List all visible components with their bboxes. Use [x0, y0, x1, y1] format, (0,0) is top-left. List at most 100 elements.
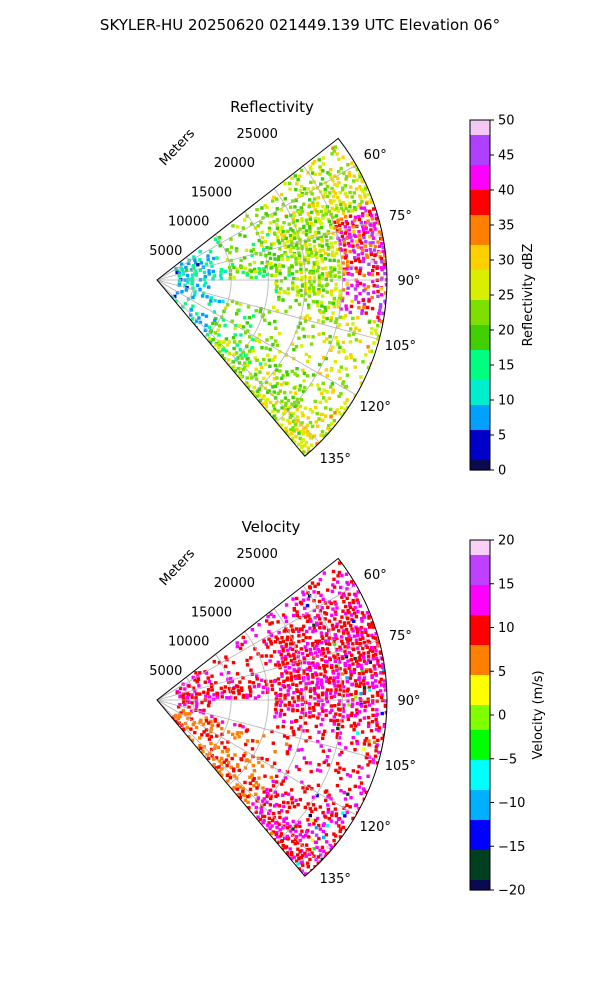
- radar-gate: [254, 338, 258, 343]
- radar-gate: [374, 679, 378, 683]
- radar-gate: [232, 691, 236, 695]
- radar-gate: [322, 835, 326, 840]
- radar-gate: [246, 305, 251, 309]
- radar-gate: [230, 263, 235, 267]
- colorbar-segment: [470, 725, 490, 731]
- radar-gate: [335, 622, 339, 626]
- radar-gate: [370, 623, 374, 627]
- radar-gate: [310, 210, 314, 215]
- radar-gate: [328, 844, 332, 848]
- radar-gate: [284, 309, 288, 314]
- radar-gate: [374, 745, 378, 749]
- radar-gate: [334, 814, 338, 818]
- radar-gate: [173, 294, 177, 299]
- radar-gate: [322, 667, 327, 671]
- radar-gate: [273, 232, 277, 236]
- colorbar-segment: [470, 320, 490, 326]
- radar-gate: [308, 626, 312, 630]
- radar-gate: [309, 235, 314, 239]
- radar-gate: [326, 763, 331, 767]
- radar-gate: [281, 202, 285, 207]
- radar-gate: [322, 195, 326, 199]
- radar-gate: [346, 792, 350, 796]
- radar-gate: [357, 807, 361, 811]
- radar-gate: [238, 340, 242, 344]
- radar-gate: [352, 250, 357, 254]
- radar-gate: [371, 207, 376, 211]
- radar-gate: [343, 184, 347, 188]
- radar-gate: [303, 790, 307, 794]
- radar-gate: [280, 399, 284, 403]
- colorbar-segment: [470, 345, 490, 351]
- radar-gate: [350, 161, 354, 165]
- radar-gate: [254, 270, 258, 274]
- radar-gate: [353, 611, 357, 615]
- radar-gate: [296, 689, 300, 694]
- radar-gate: [278, 369, 282, 373]
- radar-gate: [213, 298, 217, 303]
- radar-gate: [339, 248, 344, 252]
- radar-gate: [358, 194, 362, 198]
- radar-gate: [276, 677, 281, 681]
- radar-gate: [257, 266, 261, 271]
- radar-gate: [341, 261, 345, 265]
- radar-gate: [297, 767, 301, 772]
- radar-gate: [358, 281, 362, 286]
- radar-gate: [337, 275, 341, 279]
- radar-gate: [359, 702, 363, 706]
- radar-gate: [284, 381, 289, 386]
- range-ring: [252, 608, 306, 814]
- radar-gate: [383, 299, 387, 303]
- radar-gate: [290, 801, 295, 805]
- reflectivity-radial-tick-15000: 15000: [191, 185, 232, 200]
- radar-gate: [284, 603, 289, 607]
- radar-gate: [264, 405, 269, 409]
- radar-gate: [379, 277, 384, 282]
- radar-gate: [320, 634, 324, 639]
- radar-gate: [380, 736, 384, 741]
- radar-gate: [301, 638, 305, 643]
- colorbar-segment: [470, 850, 490, 856]
- radar-gate: [332, 266, 336, 270]
- radar-gate: [311, 161, 315, 166]
- radar-gate: [368, 688, 372, 692]
- radar-gate: [353, 748, 357, 752]
- radar-gate: [198, 250, 202, 254]
- range-ring: [275, 165, 343, 423]
- radar-gate: [271, 342, 275, 347]
- radar-gate: [212, 660, 216, 664]
- colorbar-segment: [470, 430, 490, 436]
- radar-gate: [293, 837, 298, 842]
- radar-gate: [294, 644, 298, 648]
- radar-gate: [271, 403, 276, 408]
- radar-gate: [288, 654, 292, 658]
- radar-gate: [341, 689, 346, 693]
- radar-gate: [194, 696, 198, 700]
- radar-gate: [277, 663, 282, 667]
- radar-gate: [328, 334, 332, 339]
- radar-gate: [303, 851, 307, 856]
- radar-gate: [373, 646, 377, 650]
- radar-gate: [308, 229, 312, 234]
- radar-gate: [231, 360, 235, 364]
- radar-gate: [355, 739, 359, 744]
- velocity-colorbar: [470, 539, 494, 891]
- radar-gate: [382, 262, 387, 267]
- radar-gate: [353, 657, 357, 661]
- radar-gate: [359, 663, 363, 667]
- radar-gate: [338, 228, 342, 232]
- radar-gate: [316, 203, 320, 207]
- radar-gate: [336, 718, 340, 723]
- radar-gate: [217, 770, 222, 774]
- radar-gate: [349, 580, 354, 584]
- radar-gate: [288, 248, 292, 252]
- radar-gate: [248, 262, 252, 267]
- radar-gate: [306, 187, 310, 191]
- radar-gate: [325, 664, 329, 668]
- radar-gate: [264, 654, 269, 658]
- radar-gate: [292, 231, 297, 235]
- radar-gate: [329, 415, 333, 419]
- radar-gate: [341, 656, 345, 661]
- radar-gate: [308, 247, 313, 251]
- radar-gate: [267, 251, 271, 255]
